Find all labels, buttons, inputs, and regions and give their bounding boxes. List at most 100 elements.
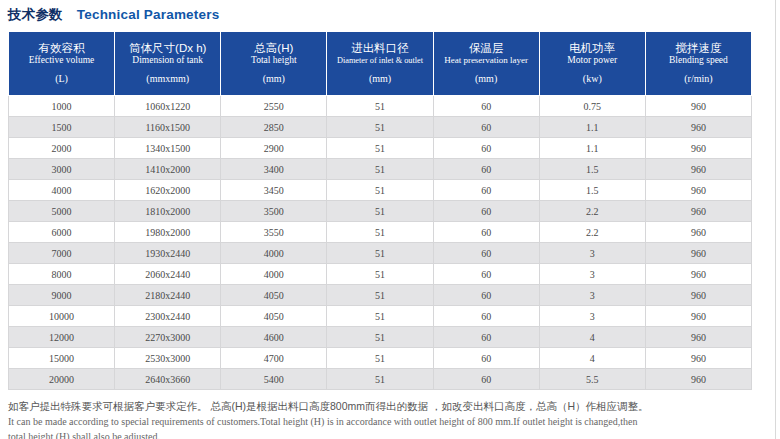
table-cell: 960 [645,222,751,243]
table-cell: 960 [645,243,751,264]
table-cell: 2.2 [539,222,645,243]
column-header: 电机功率Motor power(kw) [539,32,645,96]
table-cell: 960 [645,201,751,222]
table-cell: 60 [433,117,539,138]
footnote-en-line1: It can be made according to special requ… [8,414,748,429]
table-cell: 4000 [9,180,115,201]
table-cell: 4 [539,348,645,369]
column-header-zh: 总高(H) [222,41,325,55]
column-header-unit: (mm) [435,73,538,84]
table-cell: 51 [327,96,433,117]
table-row: 200002640x3660540051605.5960 [9,369,752,390]
table-cell: 1000 [9,96,115,117]
table-cell: 3500 [221,201,327,222]
table-cell: 960 [645,138,751,159]
table-row: 80002060x2440400051603960 [9,264,752,285]
table-cell: 3000 [9,159,115,180]
table-cell: 960 [645,306,751,327]
table-cell: 960 [645,369,751,390]
table-cell: 51 [327,243,433,264]
page-edge-divider [775,0,776,439]
table-cell: 51 [327,201,433,222]
table-cell: 60 [433,222,539,243]
column-header-en: Diameter of inlet & outlet [328,55,431,66]
table-cell: 4050 [221,306,327,327]
column-header-unit: (mm) [222,73,325,84]
column-header-unit: (r/min) [647,73,750,84]
table-cell: 960 [645,285,751,306]
table-cell: 60 [433,243,539,264]
table-cell: 4 [539,327,645,348]
table-cell: 9000 [9,285,115,306]
table-cell: 2000 [9,138,115,159]
table-cell: 51 [327,327,433,348]
table-cell: 60 [433,306,539,327]
table-row: 20001340x1500290051601.1960 [9,138,752,159]
technical-parameters-table: 有效容积Effective volume(L)筒体尺寸(Dx h)Dimensi… [8,31,752,390]
column-header-unit: (mm) [328,73,431,84]
column-header-unit: (L) [10,73,113,84]
table-cell: 0.75 [539,96,645,117]
table-cell: 3 [539,264,645,285]
column-header-zh: 进出料口径 [328,41,431,55]
table-cell: 10000 [9,306,115,327]
table-cell: 1340x1500 [115,138,221,159]
table-cell: 1810x2000 [115,201,221,222]
table-cell: 2060x2440 [115,264,221,285]
table-cell: 3400 [221,159,327,180]
table-cell: 1160x1500 [115,117,221,138]
column-header-en: Blending speed [647,55,750,66]
table-cell: 4050 [221,285,327,306]
column-header: 进出料口径Diameter of inlet & outlet (mm) [327,32,433,96]
table-row: 100002300x2440405051603960 [9,306,752,327]
table-row: 120002270x3000460051604960 [9,327,752,348]
column-header: 保温层Heat preservation layer(mm) [433,32,539,96]
column-header-en: Effective volume [10,55,113,66]
column-header-zh: 保温层 [435,41,538,55]
table-cell: 1980x2000 [115,222,221,243]
table-cell: 1.1 [539,117,645,138]
table-cell: 960 [645,159,751,180]
table-row: 50001810x2000350051602.2960 [9,201,752,222]
column-header-zh: 电机功率 [541,41,644,55]
table-cell: 1.5 [539,159,645,180]
table-cell: 3450 [221,180,327,201]
column-header-zh: 搅拌速度 [647,41,750,55]
table-row: 60001980x2000355051602.2960 [9,222,752,243]
table-cell: 960 [645,117,751,138]
table-cell: 5.5 [539,369,645,390]
table-cell: 7000 [9,243,115,264]
table-cell: 2300x2440 [115,306,221,327]
table-row: 150002530x3000470051604960 [9,348,752,369]
table-cell: 2850 [221,117,327,138]
table-cell: 3550 [221,222,327,243]
table-cell: 2270x3000 [115,327,221,348]
table-cell: 12000 [9,327,115,348]
table-cell: 3 [539,285,645,306]
table-cell: 60 [433,264,539,285]
table-cell: 51 [327,117,433,138]
table-cell: 1620x2000 [115,180,221,201]
table-cell: 3 [539,306,645,327]
footnote-en-line2: total height (H) shall also be adjusted. [8,429,748,439]
column-header-en: Total height [222,55,325,66]
table-cell: 960 [645,327,751,348]
table-cell: 960 [645,180,751,201]
table-cell: 60 [433,348,539,369]
table-body: 10001060x1220255051600.7596015001160x150… [9,96,752,390]
column-header: 搅拌速度Blending speed (r/min) [645,32,751,96]
table-row: 90002180x2440405051603960 [9,285,752,306]
table-cell: 2180x2440 [115,285,221,306]
page-title: 技术参数Technical Parameters [0,0,780,31]
table-cell: 4600 [221,327,327,348]
table-cell: 51 [327,264,433,285]
table-cell: 1060x1220 [115,96,221,117]
table-cell: 51 [327,348,433,369]
table-row: 40001620x2000345051601.5960 [9,180,752,201]
table-cell: 51 [327,138,433,159]
table-cell: 5000 [9,201,115,222]
column-header-unit: (mmxmm) [116,73,219,84]
table-cell: 51 [327,369,433,390]
table-cell: 51 [327,159,433,180]
table-header: 有效容积Effective volume(L)筒体尺寸(Dx h)Dimensi… [9,32,752,96]
